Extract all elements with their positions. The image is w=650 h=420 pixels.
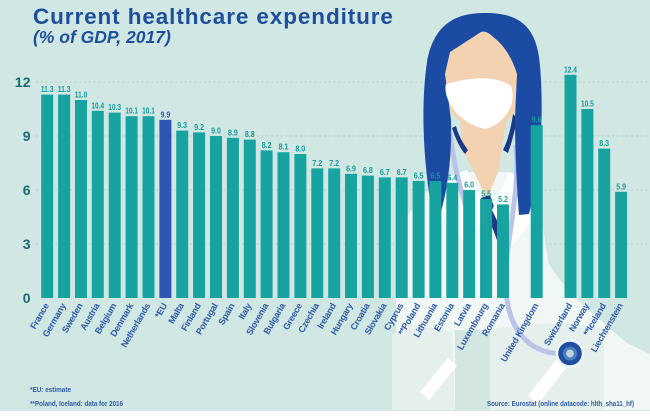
svg-text:Source: Eurostat (online datac: Source: Eurostat (online datacode: hlth_… bbox=[487, 399, 634, 408]
svg-text:10.1: 10.1 bbox=[142, 107, 155, 116]
svg-text:9: 9 bbox=[23, 128, 31, 144]
svg-text:**Poland, Iceland: data for 20: **Poland, Iceland: data for 2016 bbox=[30, 399, 123, 408]
svg-text:11.3: 11.3 bbox=[58, 85, 71, 94]
svg-text:10.1: 10.1 bbox=[125, 107, 138, 116]
svg-text:5.5: 5.5 bbox=[481, 190, 491, 199]
svg-text:8.2: 8.2 bbox=[262, 141, 272, 150]
svg-text:6.7: 6.7 bbox=[380, 168, 390, 177]
svg-text:7.2: 7.2 bbox=[312, 159, 322, 168]
svg-text:11.3: 11.3 bbox=[41, 85, 54, 94]
svg-text:6.0: 6.0 bbox=[464, 181, 474, 190]
svg-text:*EU: estimate: *EU: estimate bbox=[30, 385, 71, 394]
svg-text:6.5: 6.5 bbox=[431, 172, 441, 181]
svg-text:9.6: 9.6 bbox=[532, 116, 542, 125]
svg-text:Current healthcare expenditure: Current healthcare expenditure bbox=[33, 4, 394, 29]
svg-text:9.3: 9.3 bbox=[177, 121, 187, 130]
svg-text:8.8: 8.8 bbox=[245, 130, 255, 139]
svg-text:10.5: 10.5 bbox=[581, 100, 594, 109]
svg-text:6.8: 6.8 bbox=[363, 166, 373, 175]
svg-text:12.4: 12.4 bbox=[564, 65, 577, 74]
svg-text:0: 0 bbox=[23, 290, 31, 306]
svg-text:5.9: 5.9 bbox=[616, 182, 626, 191]
svg-text:8.0: 8.0 bbox=[296, 145, 306, 154]
svg-text:6: 6 bbox=[23, 182, 31, 198]
svg-text:12: 12 bbox=[15, 74, 31, 90]
svg-text:6.5: 6.5 bbox=[414, 172, 424, 181]
svg-text:9.0: 9.0 bbox=[211, 127, 221, 136]
svg-text:10.3: 10.3 bbox=[108, 103, 121, 112]
svg-text:5.2: 5.2 bbox=[498, 195, 508, 204]
svg-text:6.7: 6.7 bbox=[397, 168, 407, 177]
svg-text:6.4: 6.4 bbox=[447, 173, 457, 182]
svg-text:8.9: 8.9 bbox=[228, 128, 238, 137]
svg-text:9.9: 9.9 bbox=[161, 110, 171, 119]
svg-text:10.4: 10.4 bbox=[91, 101, 104, 110]
svg-text:8.1: 8.1 bbox=[279, 143, 289, 152]
svg-text:3: 3 bbox=[23, 236, 31, 252]
svg-text:7.2: 7.2 bbox=[329, 159, 339, 168]
svg-text:8.3: 8.3 bbox=[599, 139, 609, 148]
svg-text:(% of GDP, 2017): (% of GDP, 2017) bbox=[33, 27, 171, 47]
svg-text:9.2: 9.2 bbox=[194, 123, 204, 132]
svg-text:11.0: 11.0 bbox=[75, 91, 88, 100]
svg-text:6.9: 6.9 bbox=[346, 164, 356, 173]
